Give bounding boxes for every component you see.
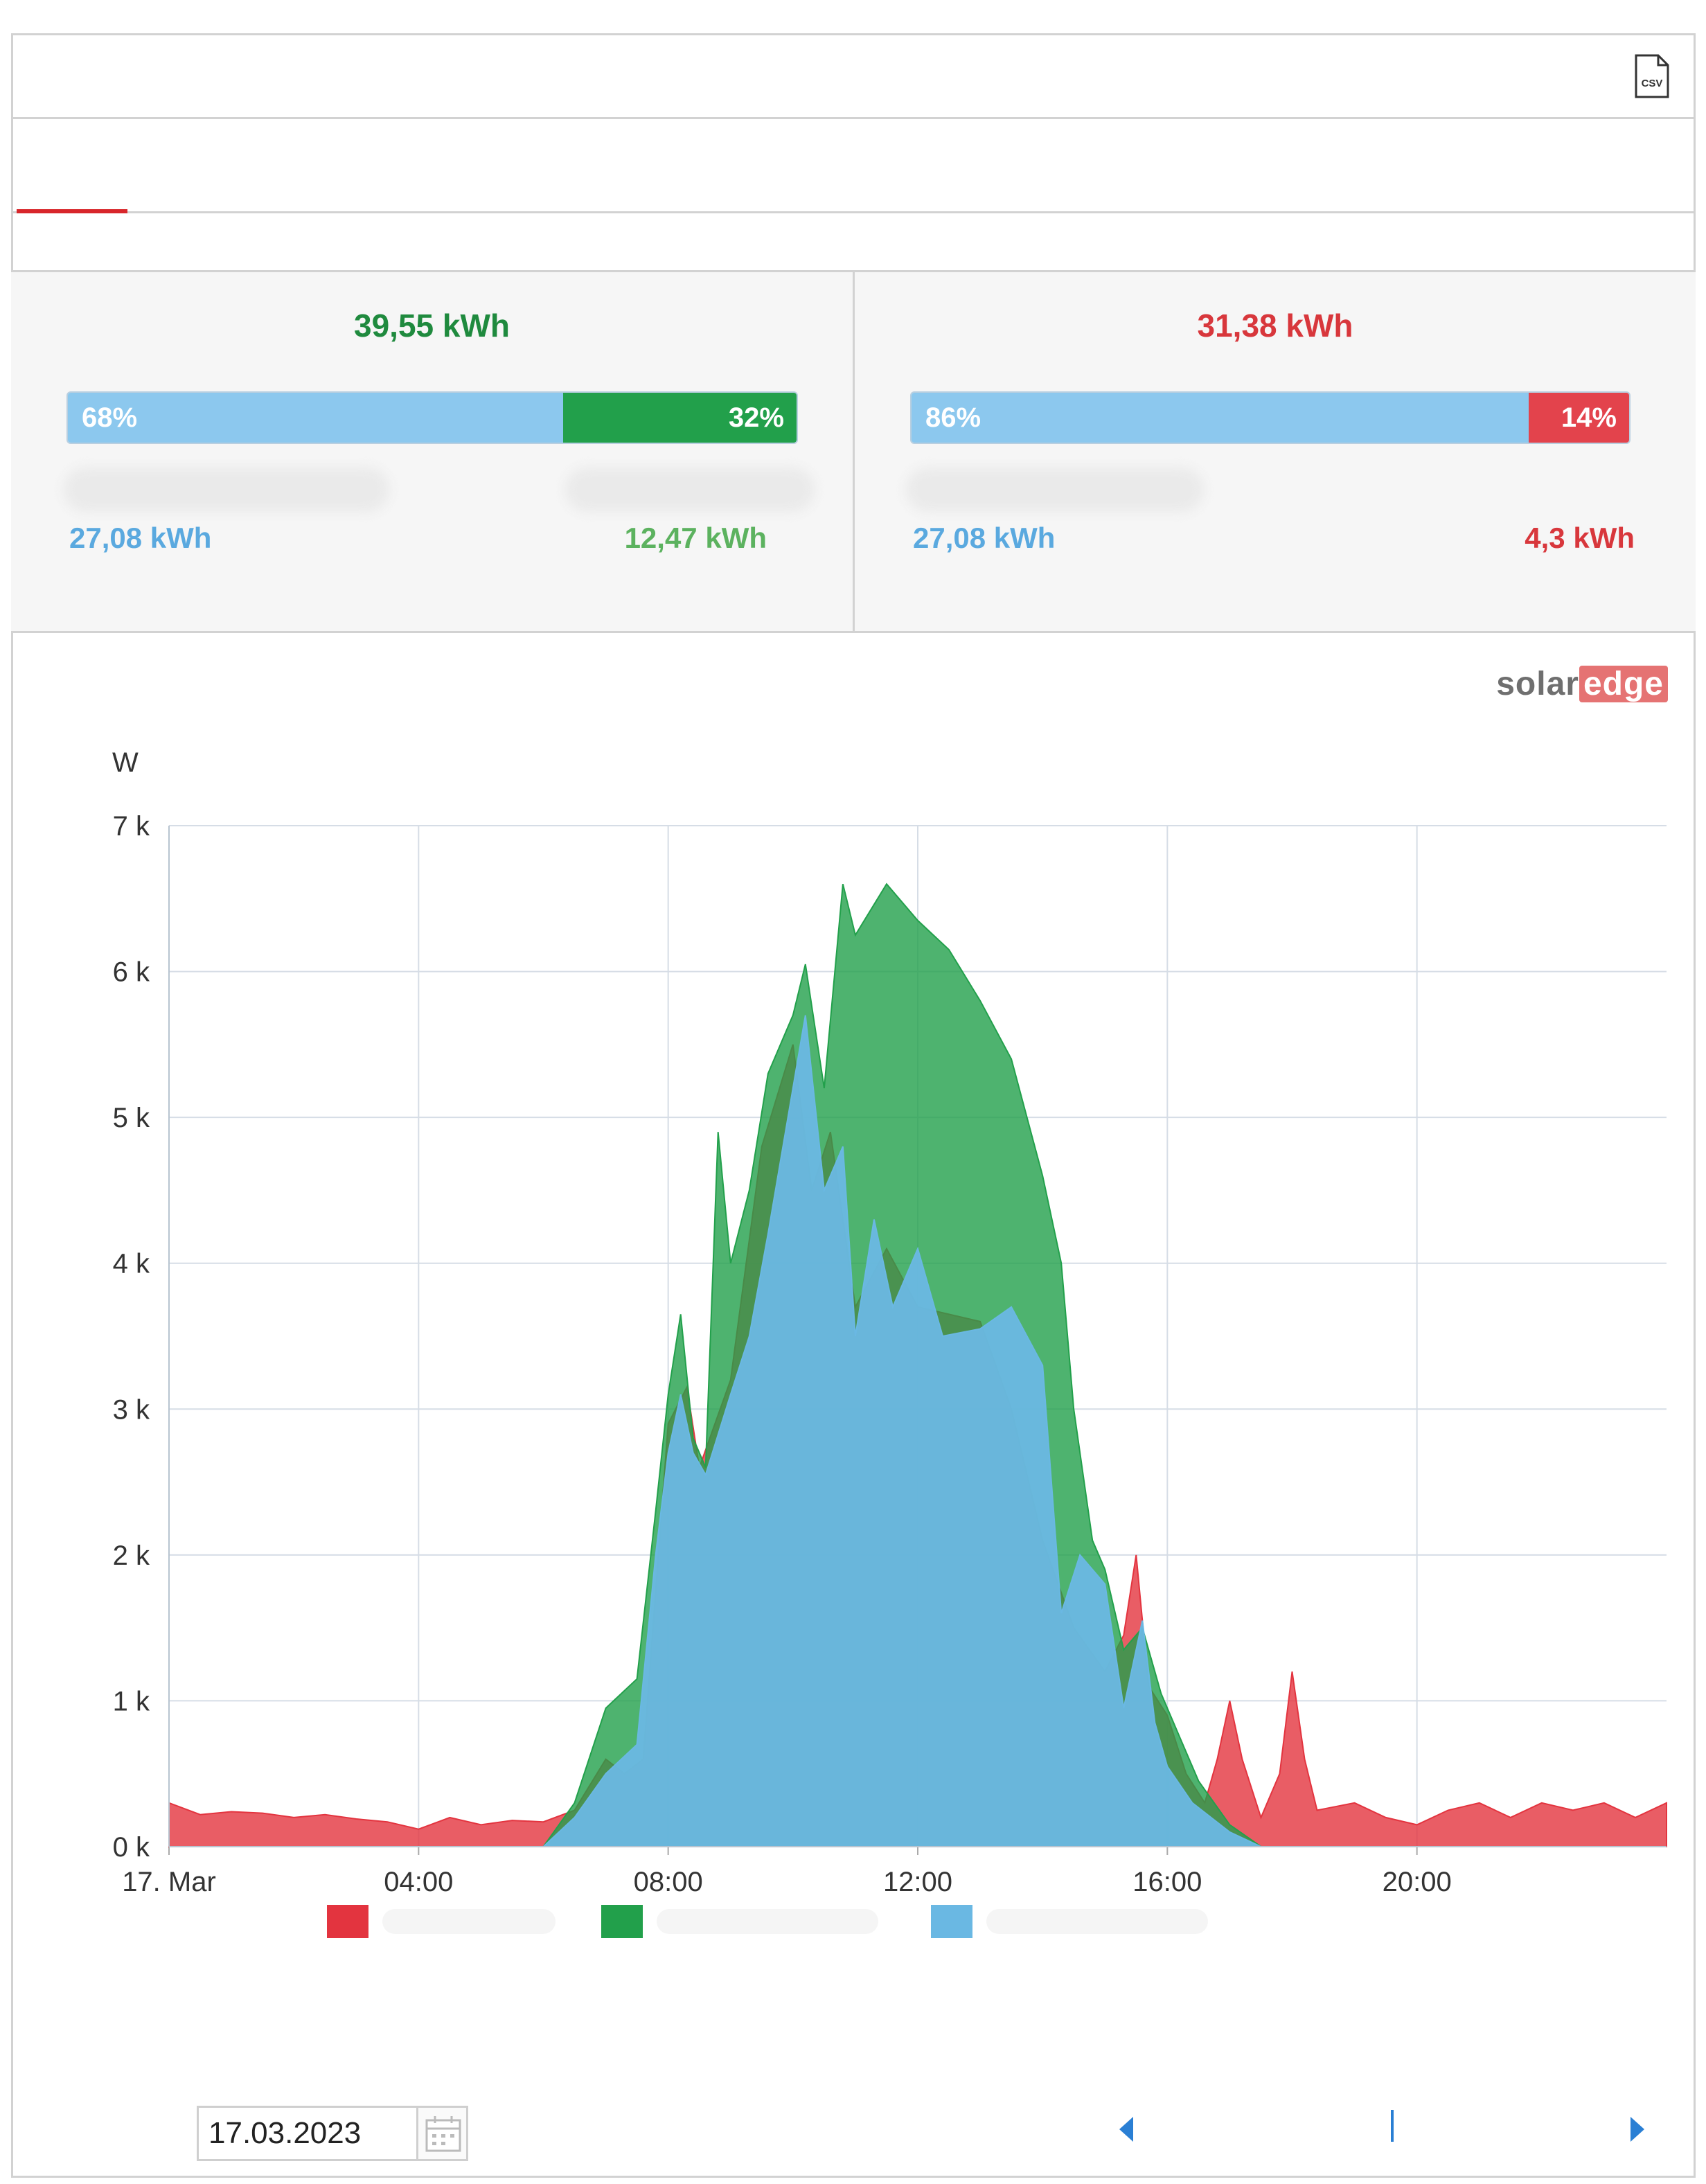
x-tick-label: 04:00 — [384, 1867, 453, 1897]
blurred-label — [565, 468, 815, 512]
production-self-consumed-value: 27,08 kWh — [69, 522, 212, 554]
production-export-value: 12,47 kWh — [624, 522, 767, 554]
date-input[interactable]: 17.03.2023 — [197, 2106, 418, 2161]
production-export-segment: 32% — [563, 393, 797, 443]
y-tick-label: 0 k — [113, 1832, 150, 1863]
x-tick-label: 08:00 — [634, 1867, 703, 1897]
power-chart-area: solar edge 0 k 1 k 2 k 3 k 4 k 5 k 6 k 7 k 17. Ma… — [11, 633, 1696, 2178]
legend-swatch-2 — [601, 1905, 643, 1938]
production-total: 39,55 kWh — [354, 308, 510, 344]
csv-file-icon[interactable]: CSV — [1633, 54, 1669, 98]
chevron-right-icon[interactable] — [1626, 2114, 1647, 2145]
consumption-import-value: 4,3 kWh — [1525, 522, 1635, 554]
calendar-button[interactable] — [418, 2106, 468, 2161]
y-tick-label: 6 k — [113, 957, 150, 988]
production-split-bar: 68% 32% — [66, 391, 798, 444]
production-self-consumed-segment: 68% — [68, 393, 564, 443]
active-tab-indicator[interactable] — [17, 209, 127, 213]
x-tick-label: 20:00 — [1383, 1867, 1452, 1897]
calendar-icon — [425, 2116, 461, 2152]
toolbar: CSV — [11, 33, 1696, 119]
consumption-split-bar: 86% 14% — [910, 391, 1631, 444]
consumption-import-segment: 14% — [1528, 393, 1629, 443]
tab-bar — [11, 119, 1696, 213]
brand-part2: edge — [1579, 666, 1668, 702]
y-tick-label: 5 k — [113, 1103, 150, 1133]
series-area-3 — [169, 1015, 1667, 1847]
consumption-self-supplied-value: 27,08 kWh — [913, 522, 1056, 554]
x-tick-label: 17. Mar — [122, 1867, 216, 1897]
brand-part1: solar — [1496, 666, 1579, 702]
consumption-self-supplied-segment: 86% — [912, 393, 1529, 443]
y-tick-label: 2 k — [113, 1541, 150, 1571]
y-tick-label: 1 k — [113, 1686, 150, 1716]
blurred-label — [64, 468, 389, 512]
y-axis-label: W — [112, 747, 139, 778]
csv-icon-label: CSV — [1642, 78, 1663, 89]
chevron-left-icon[interactable] — [1117, 2114, 1137, 2145]
consumption-summary: 31,38 kWh 86% 14% 27,08 kWh 4,3 kWh — [855, 272, 1696, 631]
y-tick-label: 7 k — [113, 811, 150, 842]
energy-summary: 39,55 kWh 68% 32% 27,08 kWh 12,47 kWh 31… — [11, 270, 1696, 633]
consumption-total: 31,38 kWh — [1197, 308, 1353, 344]
blurred-label — [906, 468, 1204, 512]
legend-swatch-3 — [931, 1905, 972, 1938]
nav-divider — [1391, 2110, 1394, 2142]
x-tick-label: 16:00 — [1132, 1867, 1202, 1897]
y-tick-label: 3 k — [113, 1394, 150, 1425]
x-tick-label: 12:00 — [883, 1867, 952, 1897]
production-summary: 39,55 kWh 68% 32% 27,08 kWh 12,47 kWh — [11, 272, 855, 631]
solaredge-logo: solar edge — [1496, 665, 1668, 703]
power-chart: 0 k 1 k 2 k 3 k 4 k 5 k 6 k 7 k 17. Mar 04:00 08:0… — [112, 747, 1667, 1938]
legend-label-blurred — [986, 1909, 1208, 1934]
legend-label-blurred — [657, 1909, 878, 1934]
y-tick-label: 4 k — [113, 1249, 150, 1279]
legend-swatch-1 — [327, 1905, 368, 1938]
legend-label-blurred — [382, 1909, 556, 1934]
